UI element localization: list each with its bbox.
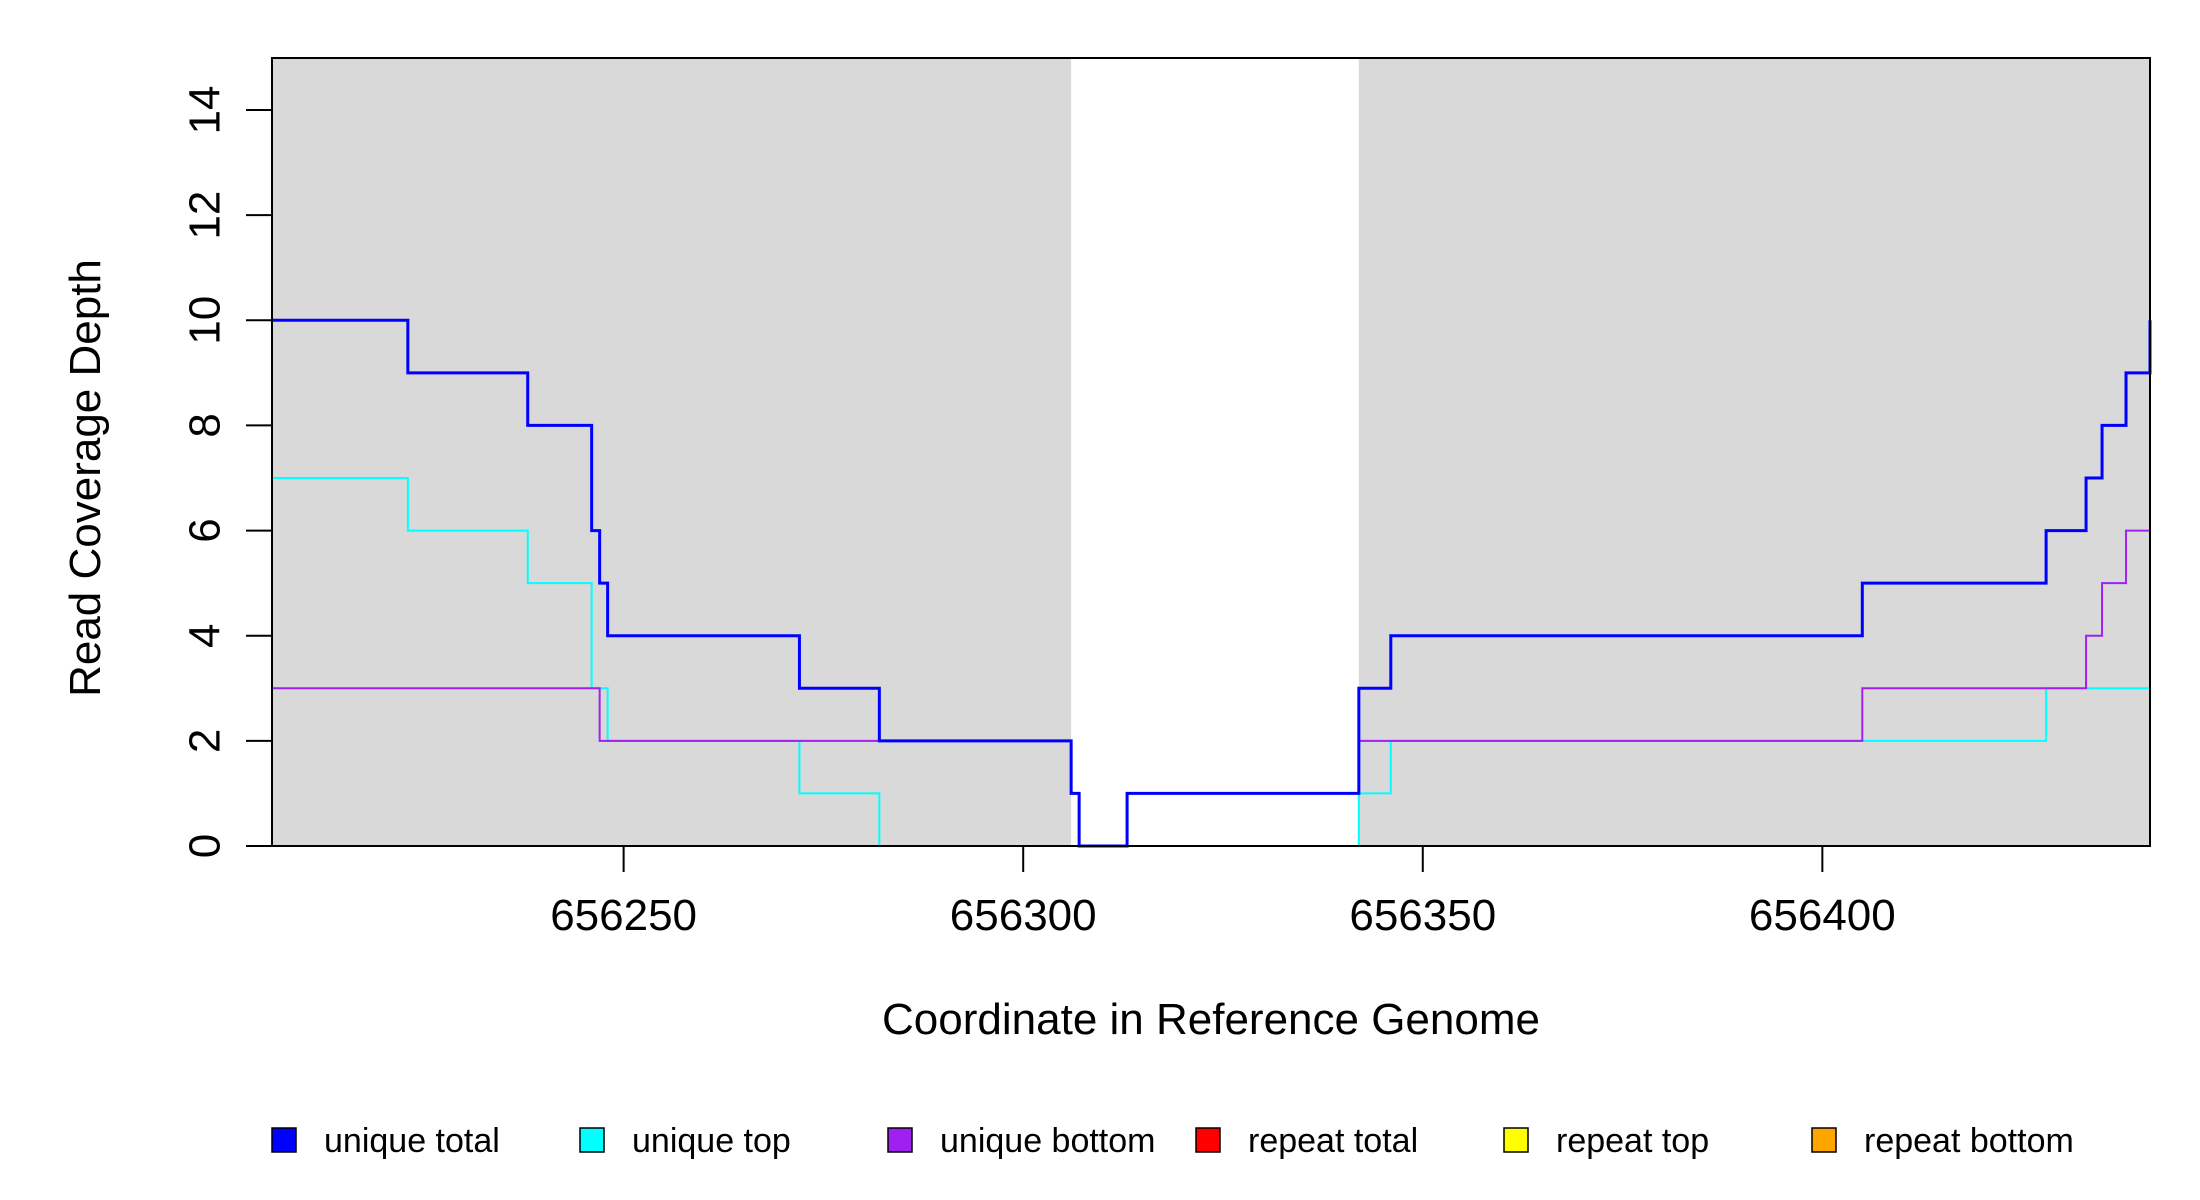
y-tick-label: 14	[181, 86, 230, 135]
series-line-unique-top	[272, 477, 2151, 847]
legend-label: unique bottom	[940, 1122, 1156, 1160]
y-axis: 0 2 4 6 8 10 12 14	[181, 86, 273, 858]
shaded-region-1	[272, 58, 1072, 846]
legend-swatch	[1811, 1127, 1837, 1153]
x-axis: 656250 656300 656350 656400	[550, 846, 1896, 940]
x-tick-label: 656300	[950, 891, 1097, 940]
legend-swatch	[271, 1127, 297, 1153]
legend-swatch	[1503, 1127, 1529, 1153]
y-tick-label: 8	[181, 413, 230, 437]
legend-swatch	[1195, 1127, 1221, 1153]
y-tick-label: 12	[181, 191, 230, 240]
y-axis-title: Read Coverage Depth	[61, 259, 110, 697]
y-tick-label: 6	[181, 518, 230, 542]
y-tick-label: 10	[181, 296, 230, 345]
shaded-regions	[272, 58, 2150, 846]
x-tick-label: 656250	[550, 891, 697, 940]
shaded-region-2	[1358, 58, 2150, 846]
legend-label: repeat total	[1248, 1122, 1418, 1160]
legend-swatch	[579, 1127, 605, 1153]
legend-label: unique total	[324, 1122, 500, 1160]
x-tick-label: 656400	[1749, 891, 1896, 940]
y-tick-label: 2	[181, 729, 230, 753]
legend-label: repeat bottom	[1864, 1122, 2074, 1160]
legend-label: unique top	[632, 1122, 791, 1160]
legend-swatch	[887, 1127, 913, 1153]
legend: unique total unique top unique bottom repea…	[271, 1122, 2074, 1160]
y-tick-label: 0	[181, 834, 230, 858]
legend-label: repeat top	[1556, 1122, 1709, 1160]
x-axis-title: Coordinate in Reference Genome	[882, 995, 1540, 1044]
y-tick-label: 4	[181, 623, 230, 647]
x-tick-label: 656350	[1349, 891, 1496, 940]
